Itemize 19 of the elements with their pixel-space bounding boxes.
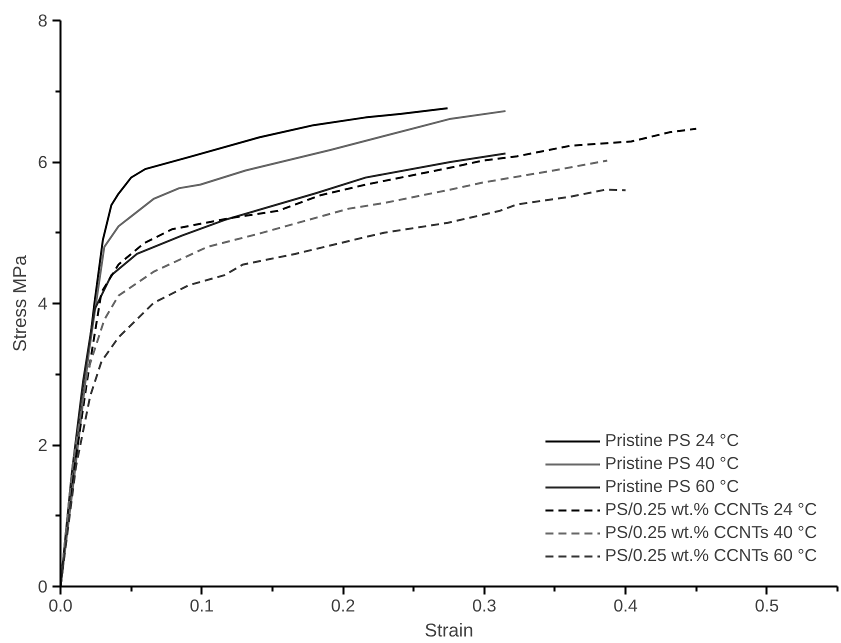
y-tick-label: 0 xyxy=(38,576,48,596)
y-tick-label: 8 xyxy=(38,10,48,30)
x-tick-label: 0.0 xyxy=(48,596,73,616)
legend-label: PS/0.25 wt.% CCNTs 40 °C xyxy=(604,522,817,543)
y-tick-label: 2 xyxy=(38,435,48,455)
x-axis-title: Strain xyxy=(424,620,474,640)
x-tick-label: 0.1 xyxy=(190,596,214,616)
x-tick-label: 0.4 xyxy=(614,596,638,616)
legend-label: PS/0.25 wt.% CCNTs 60 °C xyxy=(604,545,817,566)
y-tick-label: 6 xyxy=(38,152,48,172)
x-tick-label: 0.3 xyxy=(472,596,496,616)
y-axis-title: Stress MPa xyxy=(8,254,30,352)
legend-label: Pristine PS 40 °C xyxy=(604,453,739,474)
y-tick-label: 4 xyxy=(38,294,48,314)
x-tick-label: 0.2 xyxy=(331,596,356,616)
legend-label: PS/0.25 wt.% CCNTs 24 °C xyxy=(604,499,817,520)
x-tick-label: 0.5 xyxy=(754,596,779,616)
legend-label: Pristine PS 60 °C xyxy=(604,476,739,497)
legend-label: Pristine PS 24 °C xyxy=(604,430,739,451)
